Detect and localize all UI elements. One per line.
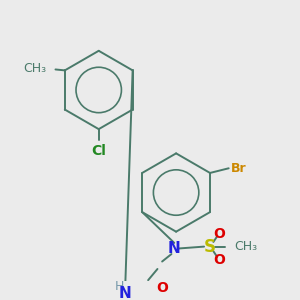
Text: CH₃: CH₃ bbox=[234, 240, 257, 253]
Text: Cl: Cl bbox=[91, 144, 106, 158]
Text: CH₃: CH₃ bbox=[23, 62, 46, 75]
Text: O: O bbox=[157, 280, 168, 295]
Text: S: S bbox=[204, 238, 216, 256]
Text: Br: Br bbox=[230, 162, 246, 175]
Text: N: N bbox=[168, 241, 181, 256]
Text: O: O bbox=[213, 253, 225, 267]
Text: N: N bbox=[118, 286, 131, 300]
Text: O: O bbox=[213, 226, 225, 241]
Text: H: H bbox=[115, 280, 124, 293]
